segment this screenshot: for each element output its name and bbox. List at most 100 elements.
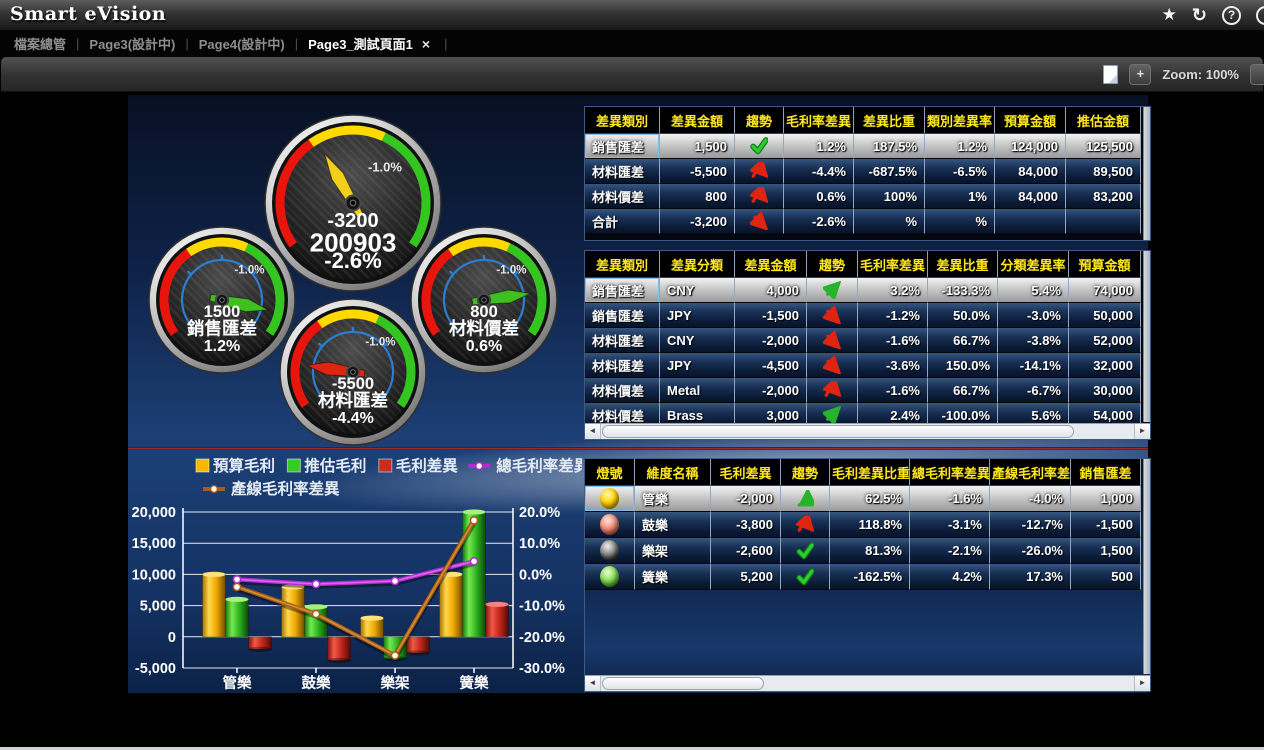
cell[interactable]: 0.6% — [784, 184, 854, 209]
cell[interactable]: 187.5% — [854, 134, 925, 159]
trend-cell[interactable] — [807, 278, 858, 303]
table-row[interactable]: 材料價差 Metal -2,000 -1.6% 66.7% -6.7% 30,000 — [585, 378, 1141, 403]
cell[interactable]: Metal — [660, 378, 735, 403]
column-header[interactable]: 總毛利率差異 — [910, 459, 990, 486]
cell[interactable] — [995, 209, 1066, 234]
cell[interactable] — [1066, 209, 1141, 234]
column-header[interactable]: 毛利率差異 — [784, 107, 854, 134]
scrollbar-thumb[interactable] — [602, 677, 764, 690]
cell[interactable]: -12.7% — [990, 512, 1071, 538]
tab-3[interactable]: Page3_測試頁面1 — [308, 37, 413, 52]
table-row[interactable]: 材料價差 800 0.6% 100% 1% 84,000 83,200 — [585, 184, 1141, 209]
vertical-scrollbar[interactable] — [1143, 251, 1150, 422]
cell[interactable]: -5,500 — [660, 159, 735, 184]
zoom-in-button[interactable]: + — [1129, 63, 1152, 85]
cell[interactable]: -1.6% — [858, 328, 928, 353]
cell[interactable]: -1.6% — [910, 486, 990, 512]
cell[interactable]: 5,200 — [711, 564, 781, 590]
cell[interactable]: -3.6% — [858, 353, 928, 378]
tab-1[interactable]: Page3(設計中) — [89, 37, 176, 52]
scroll-left-icon[interactable]: ◄ — [585, 424, 601, 439]
column-header[interactable]: 預算金額 — [1069, 251, 1141, 278]
cell[interactable]: 合計 — [585, 209, 660, 234]
cell[interactable]: 52,000 — [1069, 328, 1141, 353]
cell[interactable]: 簧樂 — [635, 564, 711, 590]
column-header[interactable]: 差異比重 — [854, 107, 925, 134]
cell[interactable]: 500 — [1071, 564, 1141, 590]
cell[interactable]: % — [854, 209, 925, 234]
cell[interactable]: 50.0% — [928, 303, 998, 328]
vertical-scrollbar[interactable] — [1143, 459, 1150, 674]
table-row[interactable]: 材料匯差 CNY -2,000 -1.6% 66.7% -3.8% 52,000 — [585, 328, 1141, 353]
cell[interactable]: -14.1% — [998, 353, 1069, 378]
horizontal-scrollbar[interactable]: ◄ ► — [585, 423, 1150, 439]
cell[interactable]: -3.8% — [998, 328, 1069, 353]
cell[interactable]: 1.2% — [784, 134, 854, 159]
table-row[interactable]: 管樂 -2,000 62.5% -1.6% -4.0% 1,000 — [585, 486, 1141, 512]
column-header[interactable]: 燈號 — [585, 459, 635, 486]
cell[interactable]: 5.4% — [998, 278, 1069, 303]
vertical-scrollbar[interactable] — [1143, 107, 1150, 240]
scroll-right-icon[interactable]: ► — [1134, 676, 1150, 691]
cell[interactable]: 100% — [854, 184, 925, 209]
trend-cell[interactable] — [781, 538, 830, 564]
cell[interactable]: 89,500 — [1066, 159, 1141, 184]
column-header[interactable]: 毛利差異 — [711, 459, 781, 486]
cell[interactable]: -2,000 — [711, 486, 781, 512]
column-header[interactable]: 差異金額 — [660, 107, 735, 134]
cell[interactable]: CNY — [660, 278, 735, 303]
cell[interactable]: -2,000 — [735, 328, 807, 353]
column-header[interactable]: 差異分類 — [660, 251, 735, 278]
cell[interactable]: 材料價差 — [585, 184, 660, 209]
table-row[interactable]: 鼓樂 -3,800 118.8% -3.1% -12.7% -1,500 — [585, 512, 1141, 538]
cell[interactable]: 1% — [925, 184, 995, 209]
cell[interactable]: -3,200 — [660, 209, 735, 234]
column-header[interactable]: 維度名稱 — [635, 459, 711, 486]
cell[interactable]: -3.0% — [998, 303, 1069, 328]
cell[interactable]: % — [925, 209, 995, 234]
cell[interactable]: 1,000 — [1071, 486, 1141, 512]
trend-cell[interactable] — [735, 159, 784, 184]
cell[interactable]: 32,000 — [1069, 353, 1141, 378]
table-row[interactable]: 銷售匯差 JPY -1,500 -1.2% 50.0% -3.0% 50,000 — [585, 303, 1141, 328]
table-row[interactable]: 樂架 -2,600 81.3% -2.1% -26.0% 1,500 — [585, 538, 1141, 564]
cell[interactable]: 81.3% — [830, 538, 910, 564]
scroll-right-icon[interactable]: ► — [1134, 424, 1150, 439]
cell[interactable]: -6.7% — [998, 378, 1069, 403]
cell[interactable]: 124,000 — [995, 134, 1066, 159]
column-header[interactable]: 銷售匯差 — [1071, 459, 1141, 486]
scrollbar-thumb[interactable] — [602, 425, 1074, 438]
cell[interactable]: -1.6% — [858, 378, 928, 403]
cell[interactable]: -4.0% — [990, 486, 1071, 512]
cell[interactable]: -687.5% — [854, 159, 925, 184]
tab-0[interactable]: 檔案總管 — [14, 37, 67, 52]
table-row[interactable]: 材料匯差 -5,500 -4.4% -687.5% -6.5% 84,000 89,500 — [585, 159, 1141, 184]
cell[interactable]: 84,000 — [995, 159, 1066, 184]
cell[interactable]: -2.1% — [910, 538, 990, 564]
cell[interactable]: 銷售匯差 — [585, 278, 660, 303]
cell[interactable]: 3.2% — [858, 278, 928, 303]
scroll-left-icon[interactable]: ◄ — [585, 676, 601, 691]
column-header[interactable]: 產線毛利率差! — [990, 459, 1071, 486]
cell[interactable]: -26.0% — [990, 538, 1071, 564]
column-header[interactable]: 類別差異率 — [925, 107, 995, 134]
table-row[interactable]: 銷售匯差 CNY 4,000 3.2% -133.3% 5.4% 74,000 — [585, 278, 1141, 303]
horizontal-scrollbar[interactable]: ◄ ► — [585, 675, 1150, 691]
trend-cell[interactable] — [735, 184, 784, 209]
column-header[interactable]: 推估金額 — [1066, 107, 1141, 134]
cell[interactable]: 材料匯差 — [585, 353, 660, 378]
power-icon[interactable] — [1256, 5, 1264, 25]
cell[interactable]: 74,000 — [1069, 278, 1141, 303]
table-row[interactable]: 合計 -3,200 -2.6%%% — [585, 209, 1141, 234]
cell[interactable]: 83,200 — [1066, 184, 1141, 209]
column-header[interactable]: 分類差異率 — [998, 251, 1069, 278]
cell[interactable]: 17.3% — [990, 564, 1071, 590]
column-header[interactable]: 預算金額 — [995, 107, 1066, 134]
cell[interactable]: 樂架 — [635, 538, 711, 564]
trend-cell[interactable] — [781, 564, 830, 590]
lamp-cell[interactable] — [585, 564, 635, 590]
column-header[interactable]: 趨勢 — [781, 459, 830, 486]
favorite-star-icon[interactable]: ★ — [1161, 5, 1177, 24]
column-header[interactable]: 趨勢 — [807, 251, 858, 278]
